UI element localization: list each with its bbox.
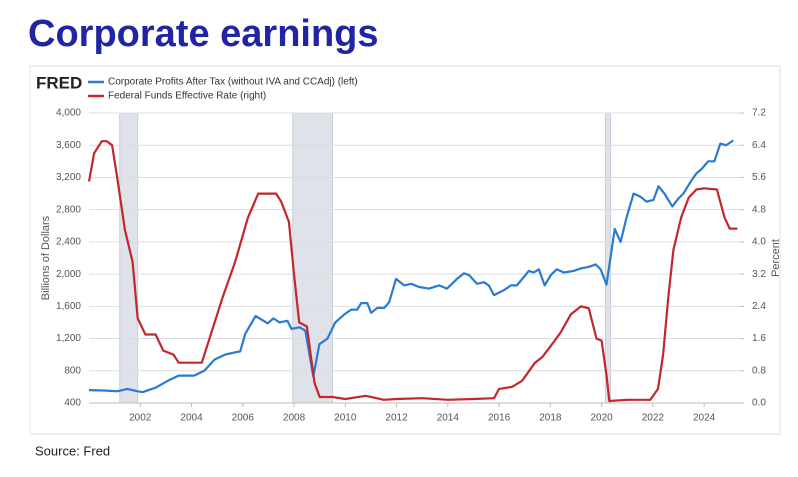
recession-band (119, 112, 139, 404)
y-tick-label: 2,000 (56, 269, 81, 280)
x-tick-label: 2008 (283, 413, 306, 424)
y2-tick-label: 1.6 (752, 333, 766, 344)
series-line (88, 139, 734, 394)
chart-panel (29, 65, 781, 435)
x-tick-label: 2004 (180, 413, 203, 424)
y2-tick-label: 5.6 (752, 172, 766, 183)
series-line (87, 140, 738, 403)
source-note: Source: Fred (35, 443, 110, 458)
y2-tick-label: 4.8 (752, 204, 766, 215)
page-title: Corporate earnings (28, 13, 379, 55)
y2-tick-label: 7.2 (752, 108, 766, 119)
y-tick-label: 2,400 (56, 237, 81, 248)
x-tick-label: 2010 (334, 413, 357, 424)
y2-tick-label: 0.8 (752, 365, 766, 376)
y-tick-label: 400 (64, 398, 81, 409)
x-tick-label: 2016 (488, 413, 511, 424)
x-tick-label: 2018 (539, 413, 562, 424)
x-tick-label: 2012 (385, 413, 408, 424)
y-tick-label: 4,000 (56, 108, 81, 119)
legend-entry: Federal Funds Effective Rate (right) (108, 91, 266, 102)
y2-tick-label: 0.0 (752, 398, 766, 409)
y2-tick-label: 6.4 (752, 140, 766, 151)
x-tick-label: 2024 (693, 413, 716, 424)
y-tick-label: 800 (64, 365, 81, 376)
x-tick-label: 2022 (642, 413, 665, 424)
x-tick-label: 2020 (590, 413, 613, 424)
x-tick-label: 2014 (437, 413, 460, 424)
recession-band (292, 112, 333, 404)
y-tick-label: 2,800 (56, 204, 81, 215)
y2-tick-label: 2.4 (752, 301, 766, 312)
y-tick-label: 3,200 (56, 172, 81, 183)
y-axis-label: Billions of Dollars (40, 215, 52, 300)
y2-axis-label: Percent (770, 239, 782, 277)
x-tick-label: 2002 (129, 413, 152, 424)
y-tick-label: 1,200 (56, 333, 81, 344)
legend-entry: Corporate Profits After Tax (without IVA… (108, 77, 358, 88)
y-tick-label: 1,600 (56, 301, 81, 312)
fred-logo: FRED (36, 73, 82, 92)
y-tick-label: 3,600 (56, 140, 81, 151)
y2-tick-label: 4.0 (752, 237, 766, 248)
y2-tick-label: 3.2 (752, 269, 766, 280)
x-tick-label: 2006 (232, 413, 255, 424)
